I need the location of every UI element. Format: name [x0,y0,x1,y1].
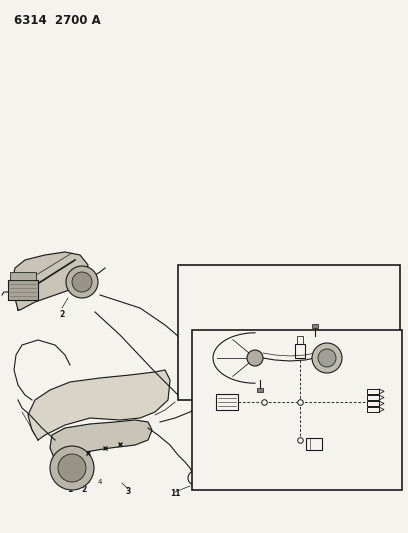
Bar [295,344,305,358]
Bar [367,407,379,412]
Bar [367,389,379,394]
Text: 2: 2 [60,310,64,319]
Bar [297,336,303,344]
Text: (1-Pn. Wrc.): (1-Pn. Wrc.) [284,327,316,332]
Text: 1: 1 [67,486,73,495]
Circle shape [247,350,263,366]
Circle shape [312,343,342,373]
Bar [367,401,379,406]
Polygon shape [50,420,152,460]
Text: 10: 10 [224,457,236,466]
Circle shape [58,454,86,482]
Text: 11: 11 [170,489,180,498]
Polygon shape [28,370,170,440]
Bar [312,324,318,328]
Text: 6: 6 [58,478,62,484]
Bar [367,395,379,400]
Text: 2: 2 [81,486,86,495]
Bar [306,438,322,450]
Text: 9: 9 [271,384,277,392]
Text: 5: 5 [86,478,90,484]
Bar [192,330,402,490]
Text: 4: 4 [98,479,102,485]
Text: 8: 8 [342,340,348,349]
Circle shape [318,349,336,367]
Bar [178,265,400,400]
Text: 2: 2 [224,349,230,358]
Bar [216,394,238,410]
Text: TO CONTROL
SWITCH: TO CONTROL SWITCH [209,414,245,425]
Bar [8,280,38,300]
Circle shape [72,272,92,292]
Circle shape [50,446,94,490]
Text: TO BULKHEAD
CONNECTOR: TO BULKHEAD CONNECTOR [355,375,395,386]
Text: 6314  2700 A: 6314 2700 A [14,14,101,27]
Bar [257,388,263,392]
Text: TO ACC. FEED: TO ACC. FEED [279,323,321,328]
Circle shape [66,266,98,298]
Text: TO BRAKE
SWITCH: TO BRAKE SWITCH [328,439,355,449]
Polygon shape [12,252,88,310]
Text: 7: 7 [326,321,332,330]
Text: 3: 3 [125,487,131,496]
Bar [10,272,36,280]
